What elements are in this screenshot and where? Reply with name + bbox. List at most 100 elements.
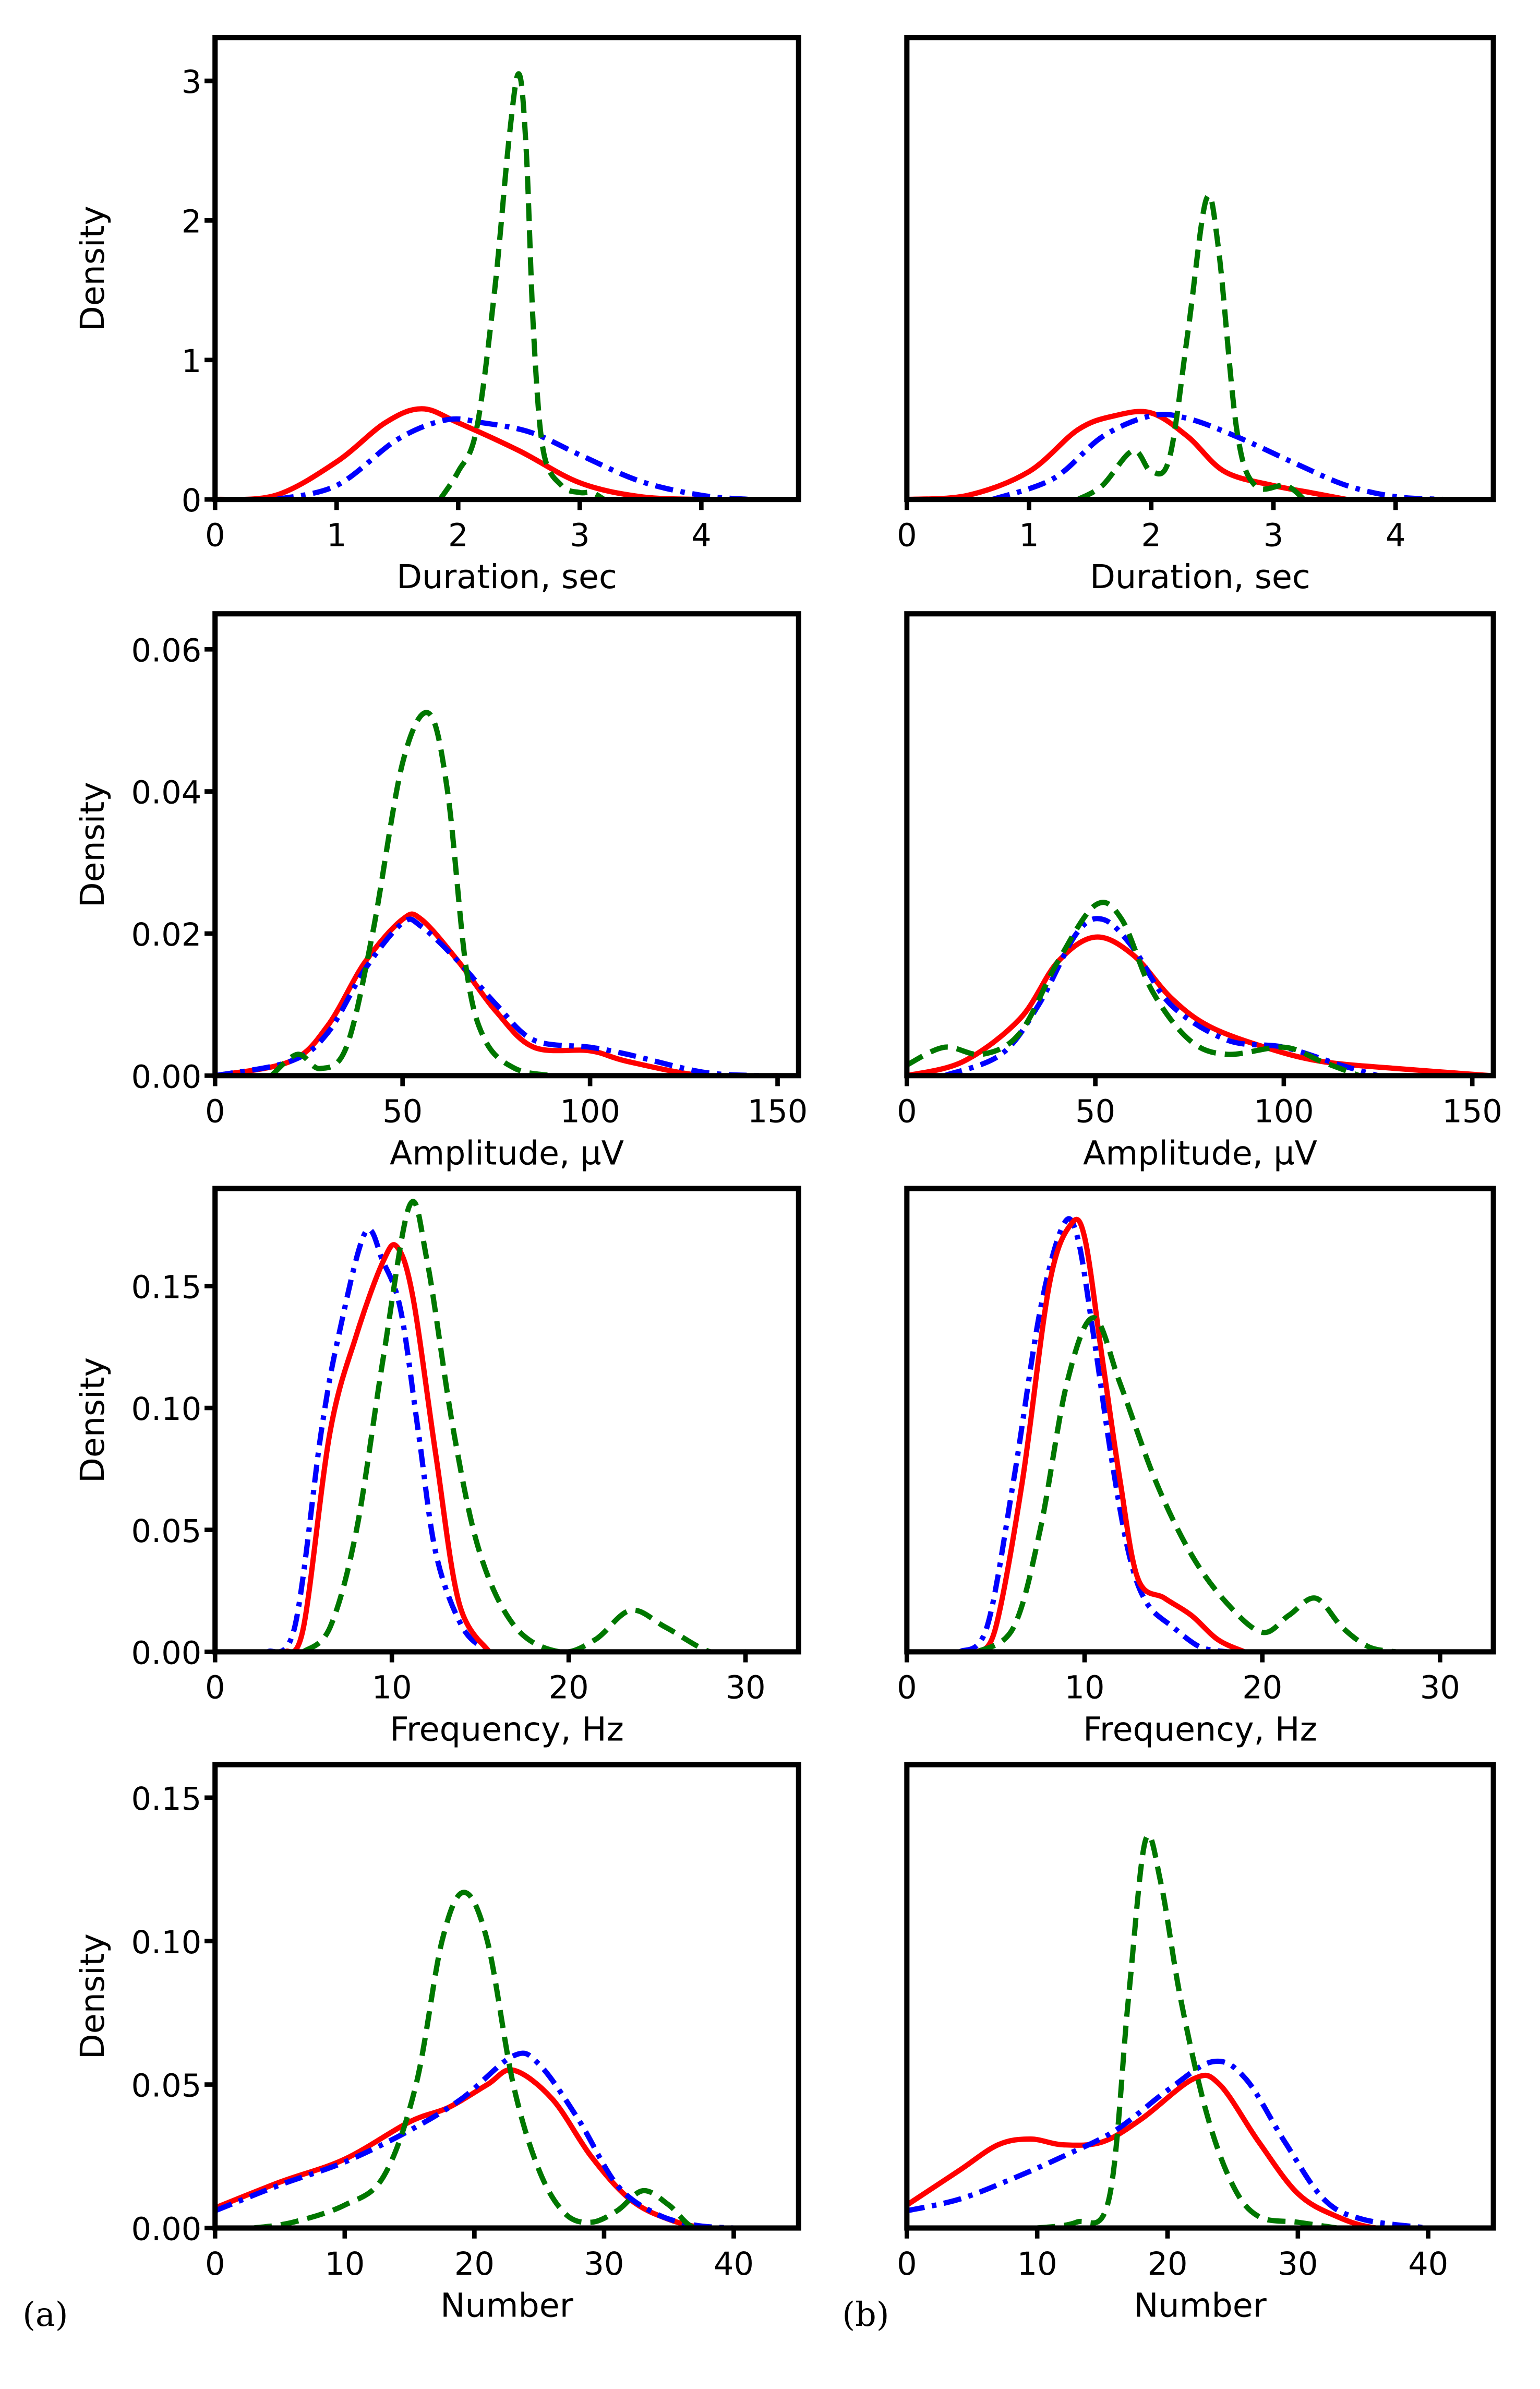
x-tick-label: 10 — [324, 2246, 365, 2283]
series-green-line — [1076, 193, 1306, 500]
x-tick-label: 4 — [1386, 518, 1406, 554]
y-axis-label: Density — [73, 1357, 112, 1483]
series-green-line — [1037, 1833, 1338, 2228]
plot-frame — [904, 35, 1496, 503]
x-tick-label: 0 — [897, 518, 917, 554]
x-tick-label: 50 — [1075, 1094, 1115, 1130]
x-tick-label: 30 — [1420, 1670, 1460, 1706]
x-axis-label: Frequency, Hz — [1083, 1710, 1317, 1748]
y-tick-label: 0.15 — [131, 1269, 202, 1306]
x-tick-label: 0 — [897, 2246, 917, 2283]
y-tick-label: 0.02 — [131, 917, 202, 953]
x-tick-label: 30 — [1278, 2246, 1318, 2283]
series-blue-line — [943, 916, 1379, 1076]
panel-a-row-4: 0 10 20 30 40 0.00 0.05 0.10 0.15 Number Density — [73, 1762, 801, 2325]
x-tick-label: 20 — [1242, 1670, 1282, 1706]
series-blue-line — [958, 1216, 1228, 1652]
panel-b-row-1: 0 1 2 3 4 Duration, sec — [897, 35, 1496, 596]
x-tick-label: 30 — [584, 2246, 624, 2283]
plot-frame — [212, 1186, 801, 1655]
y-tick-label: 0.15 — [131, 1781, 202, 1818]
y-tick-label: 0.00 — [131, 1059, 202, 1095]
y-axis-label: Density — [73, 206, 112, 331]
series-blue-line — [215, 916, 759, 1076]
x-tick-label: 100 — [560, 1094, 620, 1130]
x-tick-label: 20 — [454, 2246, 495, 2283]
x-tick-label: 0 — [205, 518, 225, 554]
x-axis-label: Duration, sec — [1090, 557, 1310, 596]
x-axis-label: Number — [1134, 2286, 1267, 2325]
x-tick-label: 0 — [205, 1670, 225, 1706]
x-tick-label: 40 — [714, 2246, 754, 2283]
x-tick-label: 1 — [1019, 518, 1039, 554]
x-tick-label: 40 — [1408, 2246, 1448, 2283]
series-red-line — [907, 934, 1491, 1076]
plot-frame — [212, 35, 801, 503]
x-tick-label: 3 — [1264, 518, 1284, 554]
series-red-line — [976, 1216, 1246, 1652]
x-axis-label: Duration, sec — [396, 557, 617, 596]
y-tick-label: 0 — [182, 483, 202, 519]
x-tick-label: 100 — [1254, 1094, 1314, 1130]
panel-label-a: (a) — [22, 2295, 68, 2334]
x-tick-label: 10 — [372, 1670, 412, 1706]
y-tick-label: 0.00 — [131, 2212, 202, 2248]
x-axis-label: Number — [440, 2286, 574, 2325]
y-tick-label: 0.04 — [131, 775, 202, 811]
y-tick-label: 0.10 — [131, 1391, 202, 1428]
panel-b-row-4: 0 10 20 30 40 Number — [897, 1762, 1496, 2325]
x-tick-label: 10 — [1065, 1670, 1105, 1706]
panel-a-row-3: 0 10 20 30 0.00 0.05 0.10 0.15 Frequency, Hz Dens… — [73, 1186, 801, 1748]
y-tick-label: 3 — [182, 64, 202, 101]
plot-frame — [904, 611, 1496, 1079]
x-tick-label: 4 — [691, 518, 712, 554]
series-blue-line — [215, 2050, 734, 2228]
y-tick-label: 0.05 — [131, 1513, 202, 1550]
x-tick-label: 2 — [448, 518, 468, 554]
panel-b-row-3: 0 10 20 30 Frequency, Hz — [897, 1186, 1496, 1748]
x-tick-label: 2 — [1141, 518, 1162, 554]
x-tick-label: 30 — [726, 1670, 766, 1706]
x-tick-label: 0 — [897, 1094, 917, 1130]
x-axis-label: Amplitude, µV — [1083, 1133, 1317, 1172]
x-axis-label: Amplitude, µV — [390, 1133, 624, 1172]
plot-frame — [212, 611, 801, 1079]
y-tick-label: 1 — [182, 343, 202, 380]
series-red-line — [215, 911, 778, 1076]
series-blue-line — [991, 411, 1445, 500]
series-blue-line — [275, 416, 750, 500]
x-tick-label: 50 — [382, 1094, 423, 1130]
y-tick-label: 2 — [182, 204, 202, 240]
x-tick-label: 0 — [205, 1094, 225, 1130]
y-tick-label: 0.05 — [131, 2068, 202, 2105]
panel-label-b: (b) — [842, 2295, 889, 2334]
series-red-line — [283, 1242, 491, 1652]
x-tick-label: 0 — [205, 2246, 225, 2283]
x-tick-label: 0 — [897, 1670, 917, 1706]
x-tick-label: 150 — [748, 1094, 808, 1130]
plot-frame — [904, 1186, 1496, 1655]
x-tick-label: 150 — [1442, 1094, 1502, 1130]
series-blue-line — [907, 2058, 1429, 2228]
x-tick-label: 10 — [1017, 2246, 1057, 2283]
series-green-line — [907, 900, 1361, 1076]
series-green-line — [976, 1315, 1397, 1652]
y-tick-label: 0.10 — [131, 1925, 202, 1961]
panel-b-row-2: 0 50 100 150 Amplitude, µV — [897, 611, 1502, 1172]
y-axis-label: Density — [73, 1933, 112, 2059]
series-green-line — [269, 710, 554, 1076]
series-red-line — [215, 2067, 760, 2228]
x-tick-label: 3 — [570, 518, 590, 554]
x-tick-label: 1 — [327, 518, 347, 554]
series-green-line — [254, 1890, 734, 2228]
y-tick-label: 0.00 — [131, 1635, 202, 1671]
plot-frame — [904, 1762, 1496, 2231]
series-red-line — [215, 406, 702, 500]
series-red-line — [907, 2072, 1428, 2228]
x-tick-label: 20 — [549, 1670, 589, 1706]
panel-a-row-2: 0 50 100 150 0.00 0.02 0.04 0.06 Amplitude, µV De… — [73, 611, 808, 1172]
series-green-line — [438, 71, 606, 500]
x-axis-label: Frequency, Hz — [390, 1710, 624, 1748]
